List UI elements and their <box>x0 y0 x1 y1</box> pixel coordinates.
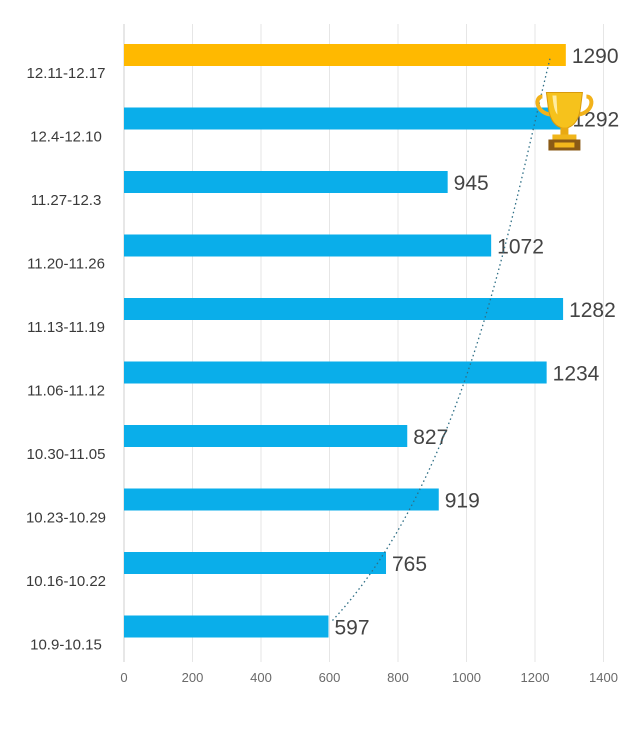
x-tick-label: 800 <box>387 670 409 685</box>
trophy-plate <box>554 142 575 148</box>
trophy-handle-right <box>577 94 594 117</box>
data-label: 597 <box>334 617 369 640</box>
bar-10.23-10.29 <box>124 488 439 511</box>
data-label: 1072 <box>497 236 544 259</box>
data-label: 827 <box>413 426 448 449</box>
category-label: 12.11-12.17 <box>27 65 106 82</box>
trophy-shine <box>552 95 558 115</box>
trophy-stem <box>560 127 569 136</box>
x-tick-label: 400 <box>250 670 272 685</box>
bar-11.20-11.26 <box>124 234 492 257</box>
data-label: 1234 <box>553 363 600 386</box>
x-tick-label: 1200 <box>521 670 550 685</box>
category-label: 11.13-11.19 <box>27 319 105 336</box>
bar-11.13-11.19 <box>124 298 564 320</box>
trend-line <box>331 56 552 621</box>
data-label: 1290 <box>572 45 619 68</box>
x-tick-label: 0 <box>120 670 127 685</box>
trophy-handle-left <box>535 94 551 117</box>
bar-12.11-12.17 <box>124 44 566 66</box>
category-label: 12.4-12.10 <box>30 129 102 146</box>
x-tick-label: 1400 <box>589 670 618 685</box>
x-tick-label: 600 <box>319 670 341 685</box>
category-label: 11.20-11.26 <box>27 256 105 273</box>
category-label: 11.27-12.3 <box>31 192 102 209</box>
category-label: 10.9-10.15 <box>30 637 102 654</box>
bar-11.27-12.3 <box>124 171 448 193</box>
category-label: 10.16-10.22 <box>26 573 106 590</box>
bar-10.9-10.15 <box>124 615 329 638</box>
trophy-base-top <box>552 134 577 140</box>
category-label: 11.06-11.12 <box>27 383 105 400</box>
bar-10.30-11.05 <box>124 425 408 447</box>
x-tick-label: 200 <box>182 670 204 685</box>
x-tick-label: 1000 <box>452 670 481 685</box>
category-label: 10.30-11.05 <box>27 446 106 463</box>
category-label: 10.23-10.29 <box>26 510 106 527</box>
bar-10.16-10.22 <box>124 552 387 574</box>
data-label: 919 <box>445 490 480 513</box>
bar-12.4-12.10 <box>124 107 567 130</box>
data-label: 1282 <box>569 299 616 322</box>
trophy-icon <box>535 92 594 151</box>
bar-11.06-11.12 <box>124 361 547 384</box>
data-label: 765 <box>392 553 427 576</box>
data-label: 945 <box>454 172 489 195</box>
